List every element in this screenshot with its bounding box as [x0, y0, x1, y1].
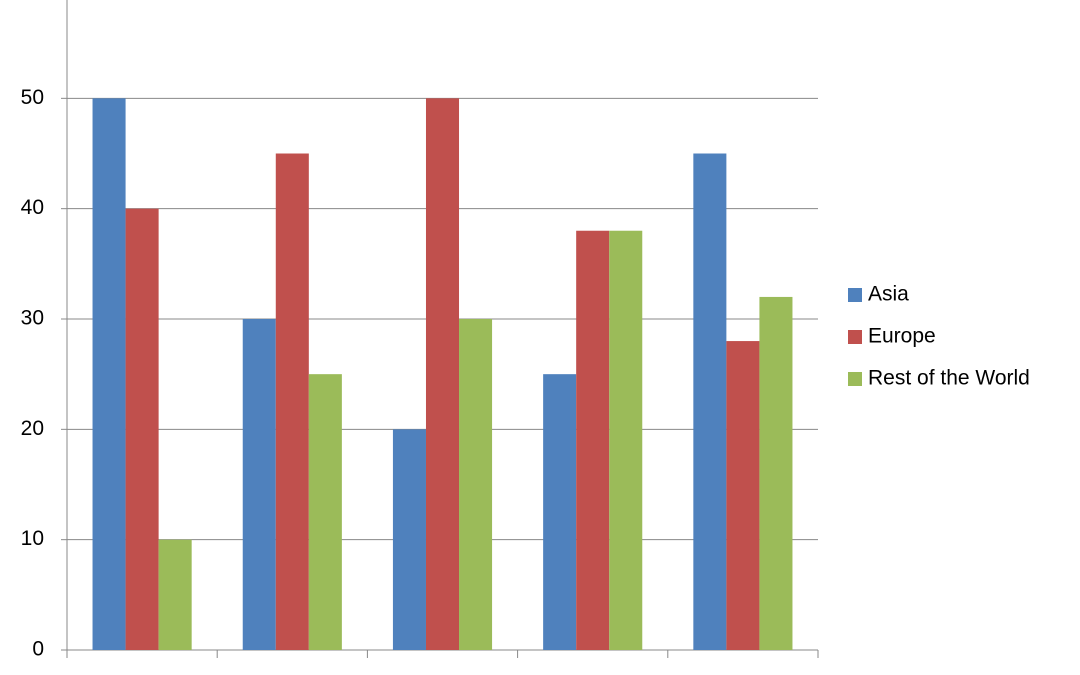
- legend-label: Europe: [868, 325, 936, 348]
- legend-label: Asia: [868, 283, 909, 306]
- y-tick-label: 40: [21, 196, 44, 219]
- y-tick-label: 20: [21, 417, 44, 440]
- bar: [125, 208, 159, 650]
- bar: [392, 429, 426, 650]
- bar: [576, 230, 610, 650]
- legend-swatch: [848, 330, 862, 344]
- bar: [609, 230, 643, 650]
- bar: [726, 341, 760, 650]
- bar: [693, 153, 727, 650]
- y-tick-label: 10: [21, 527, 44, 550]
- legend-swatch: [848, 372, 862, 386]
- bar: [543, 374, 577, 650]
- legend-swatch: [848, 288, 862, 302]
- legend-label: Rest of the World: [868, 367, 1030, 390]
- bar: [242, 319, 276, 650]
- bar: [425, 98, 460, 651]
- bar: [158, 539, 192, 650]
- y-tick-label: 50: [21, 86, 44, 109]
- bar: [759, 296, 793, 650]
- y-tick-label: 30: [21, 307, 44, 330]
- bar: [92, 98, 126, 651]
- y-tick-label: 0: [32, 638, 44, 661]
- bar: [308, 374, 342, 650]
- bar: [275, 153, 309, 650]
- bar: [459, 319, 493, 650]
